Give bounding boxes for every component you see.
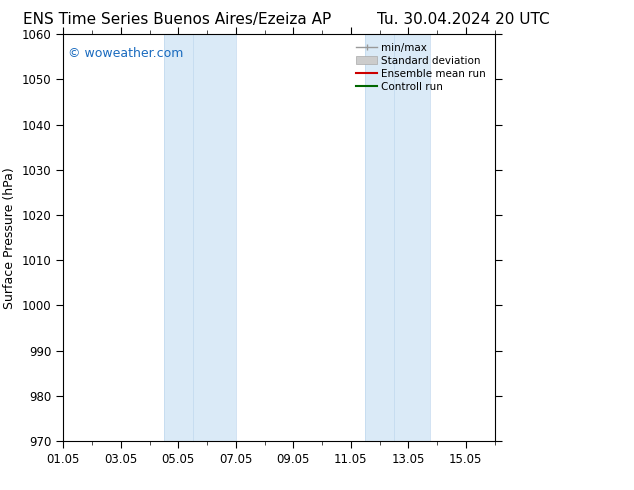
Text: Tu. 30.04.2024 20 UTC: Tu. 30.04.2024 20 UTC <box>377 12 549 27</box>
Legend: min/max, Standard deviation, Ensemble mean run, Controll run: min/max, Standard deviation, Ensemble me… <box>353 40 489 95</box>
Text: ENS Time Series Buenos Aires/Ezeiza AP: ENS Time Series Buenos Aires/Ezeiza AP <box>23 12 332 27</box>
Y-axis label: Surface Pressure (hPa): Surface Pressure (hPa) <box>3 167 16 309</box>
Bar <box>365 34 430 441</box>
Bar <box>164 34 236 441</box>
Text: © woweather.com: © woweather.com <box>68 47 183 59</box>
